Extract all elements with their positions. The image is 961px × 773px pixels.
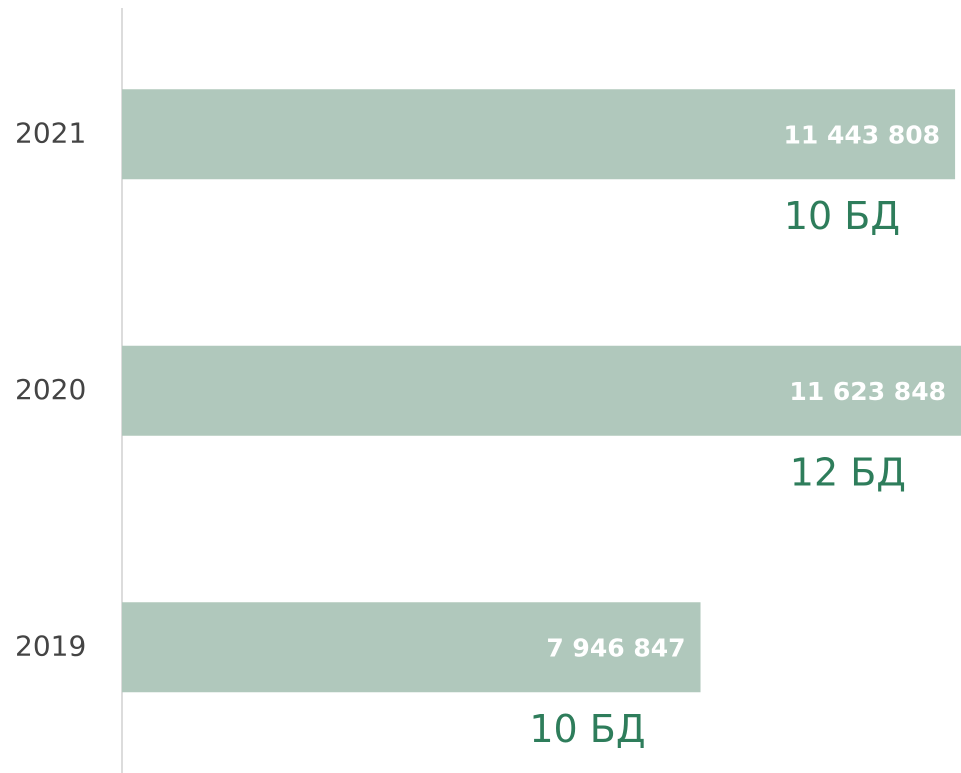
annotation: 10 БД (784, 194, 900, 238)
value-label: 11 443 808 (784, 120, 941, 149)
category-label: 2020 (15, 373, 86, 406)
bar (122, 602, 701, 693)
annotation: 12 БД (790, 450, 906, 494)
annotation: 10 БД (529, 707, 645, 751)
bar (122, 89, 956, 180)
category-label: 2019 (15, 629, 86, 662)
value-label: 7 946 847 (546, 633, 685, 662)
bar (122, 345, 961, 436)
category-label: 2021 (15, 116, 86, 149)
value-label: 11 623 848 (789, 377, 946, 406)
